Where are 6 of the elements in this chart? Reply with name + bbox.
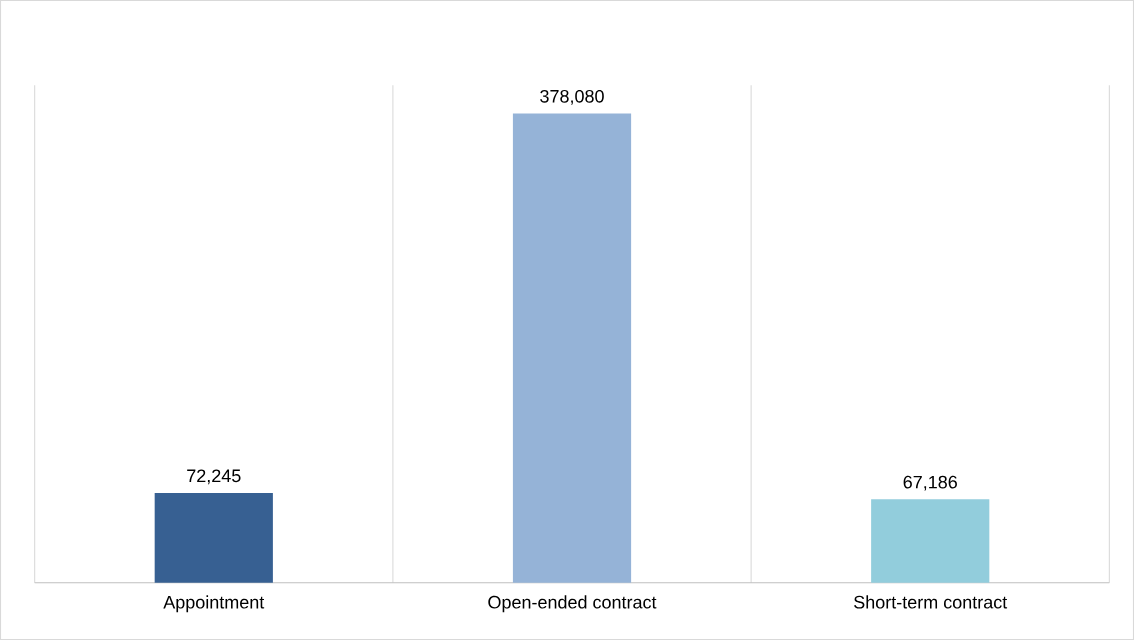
x-tick-label: Short-term contract: [854, 595, 1008, 609]
x-tick-label: Open-ended contract: [488, 595, 657, 613]
x-tick-label: Appointment: [163, 595, 265, 613]
data-label: 67,186: [903, 475, 957, 491]
data-label: 378,080: [540, 89, 604, 105]
data-label: 72,245: [187, 469, 241, 485]
